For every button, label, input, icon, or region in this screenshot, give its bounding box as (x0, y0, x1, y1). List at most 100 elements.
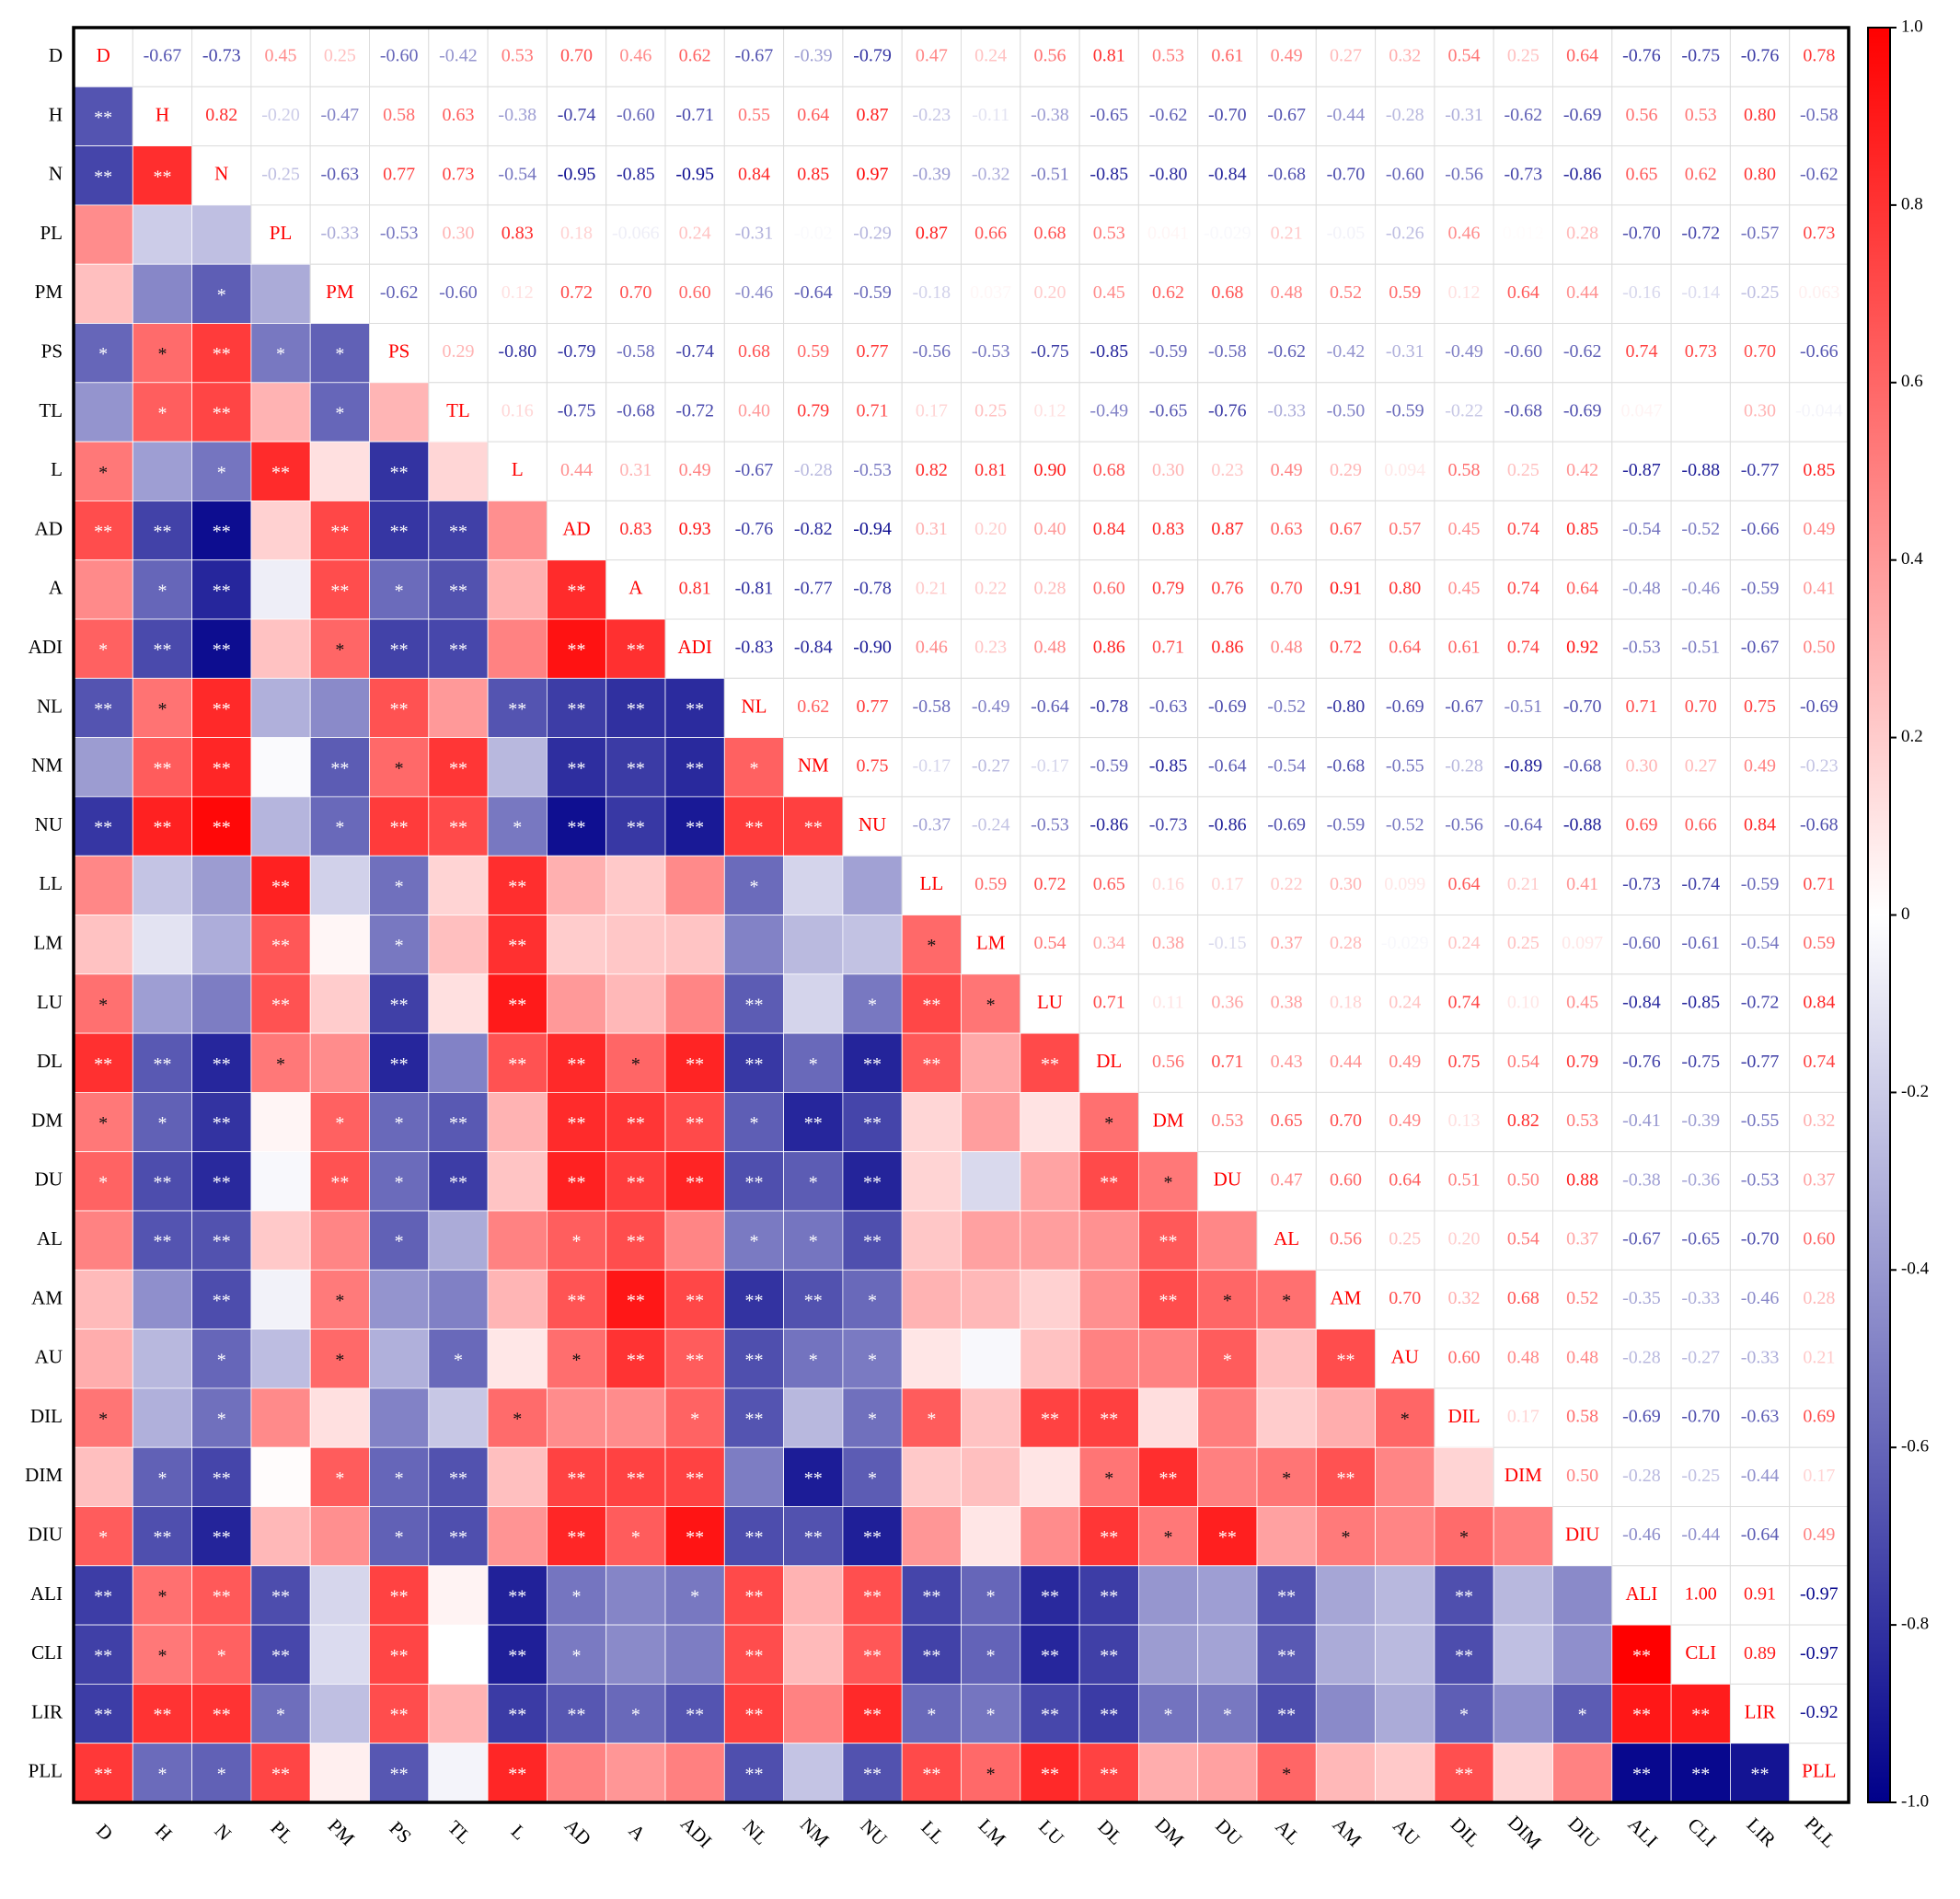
heatmap-cell (723, 1565, 784, 1626)
cell-border (1729, 1387, 1791, 1448)
value-label: 0.85 (1803, 460, 1835, 480)
significance-mark: ** (449, 758, 467, 778)
significance-mark: ** (744, 1705, 763, 1725)
value-label: -0.77 (1741, 1052, 1780, 1072)
value-label: 0.72 (560, 282, 593, 303)
value-label: -0.62 (1800, 164, 1839, 184)
heatmap-cell (605, 1387, 666, 1448)
cell-border (1670, 263, 1731, 325)
heatmap-cell (783, 1684, 844, 1744)
heatmap-cell (1197, 1329, 1258, 1389)
significance-mark: ** (390, 1705, 409, 1725)
significance-mark: * (1282, 1468, 1291, 1489)
value-label: 0.52 (1330, 282, 1362, 303)
cell-border (1493, 382, 1553, 443)
value-label: -0.76 (1622, 46, 1661, 66)
cell-border (1375, 677, 1435, 739)
cell-border (1611, 915, 1672, 975)
value-label: -0.25 (261, 164, 300, 184)
cell-border (546, 86, 607, 147)
heatmap-cell (783, 1151, 844, 1212)
significance-mark: * (276, 344, 285, 364)
significance-mark: ** (1041, 1764, 1059, 1784)
value-label: -0.68 (617, 401, 655, 421)
heatmap-cell (1197, 1210, 1258, 1271)
cell-border (1789, 1151, 1850, 1212)
heatmap-cell (1256, 1506, 1317, 1567)
value-label: 0.62 (679, 46, 711, 66)
value-label: -0.86 (1090, 815, 1128, 835)
significance-mark: ** (94, 1705, 112, 1725)
value-label: 0.34 (1093, 933, 1125, 953)
significance-mark: ** (508, 877, 526, 897)
cell-border (1137, 86, 1199, 147)
significance-mark: * (572, 1350, 582, 1370)
heatmap-cell (664, 677, 725, 738)
cell-border (1137, 145, 1199, 206)
cell-border (901, 677, 963, 739)
heatmap-cell (428, 677, 489, 738)
significance-mark: ** (390, 996, 409, 1016)
value-label: -0.64 (1741, 1525, 1780, 1545)
significance-mark: ** (568, 1468, 586, 1489)
heatmap-cell (842, 1092, 903, 1153)
y-tick-label: DIL (30, 1405, 63, 1427)
cell-border (1611, 263, 1672, 325)
value-label: -0.47 (321, 105, 360, 125)
significance-mark: * (217, 285, 226, 305)
value-label: 0.12 (1448, 282, 1481, 303)
cell-border (1020, 737, 1080, 798)
heatmap-cell (191, 915, 252, 975)
value-label: -0.60 (1622, 933, 1661, 953)
heatmap-cell (428, 1269, 489, 1330)
value-label: 0.77 (857, 341, 889, 362)
x-tick-label: NL (739, 1815, 773, 1849)
value-label: -0.63 (1741, 1407, 1780, 1427)
value-label: -0.17 (913, 755, 951, 776)
significance-mark: ** (213, 1527, 231, 1548)
value-label: -0.62 (1505, 105, 1543, 125)
cell-border (901, 737, 963, 798)
value-label: 0.32 (1448, 1288, 1481, 1308)
heatmap-cell (605, 973, 666, 1034)
value-label: -0.69 (1800, 696, 1839, 717)
significance-mark: ** (627, 640, 645, 661)
heatmap-cell (487, 618, 548, 679)
value-label: 0.53 (1211, 1111, 1243, 1131)
heatmap-cell (487, 501, 548, 561)
significance-mark: * (749, 758, 758, 778)
significance-mark: * (631, 1705, 640, 1725)
significance-mark: ** (568, 1113, 586, 1134)
cell-border (1552, 796, 1613, 857)
cell-border (842, 441, 903, 501)
significance-mark: ** (804, 818, 823, 838)
cell-border (723, 500, 785, 561)
heatmap-cell (191, 618, 252, 679)
heatmap-cell (1493, 1684, 1553, 1744)
value-label: 0.27 (1685, 755, 1717, 776)
heatmap-cell (1375, 1506, 1435, 1567)
diagonal-label: TL (446, 399, 470, 421)
x-tick-label: LU (1034, 1815, 1068, 1849)
heatmap-cell (1138, 1387, 1199, 1448)
cell-border (1315, 86, 1377, 147)
value-label: -0.84 (1208, 164, 1247, 184)
value-label: 0.16 (1152, 874, 1184, 894)
cell-border (1789, 618, 1850, 679)
cell-border (1315, 500, 1377, 561)
value-label: 0.24 (1448, 933, 1481, 953)
significance-mark: * (217, 1764, 226, 1784)
significance-mark: ** (686, 758, 704, 778)
significance-mark: ** (804, 1113, 823, 1134)
significance-mark: * (335, 404, 344, 424)
significance-mark: ** (390, 522, 409, 542)
cell-border (1256, 1210, 1317, 1271)
heatmap-cell (132, 1269, 193, 1330)
cell-border (1256, 796, 1317, 857)
heatmap-cell (842, 1329, 903, 1389)
heatmap-cell (961, 1210, 1021, 1271)
heatmap-cell (1493, 1743, 1553, 1803)
significance-mark: ** (330, 581, 349, 601)
significance-mark: ** (568, 640, 586, 661)
cell-border (1670, 1151, 1731, 1212)
